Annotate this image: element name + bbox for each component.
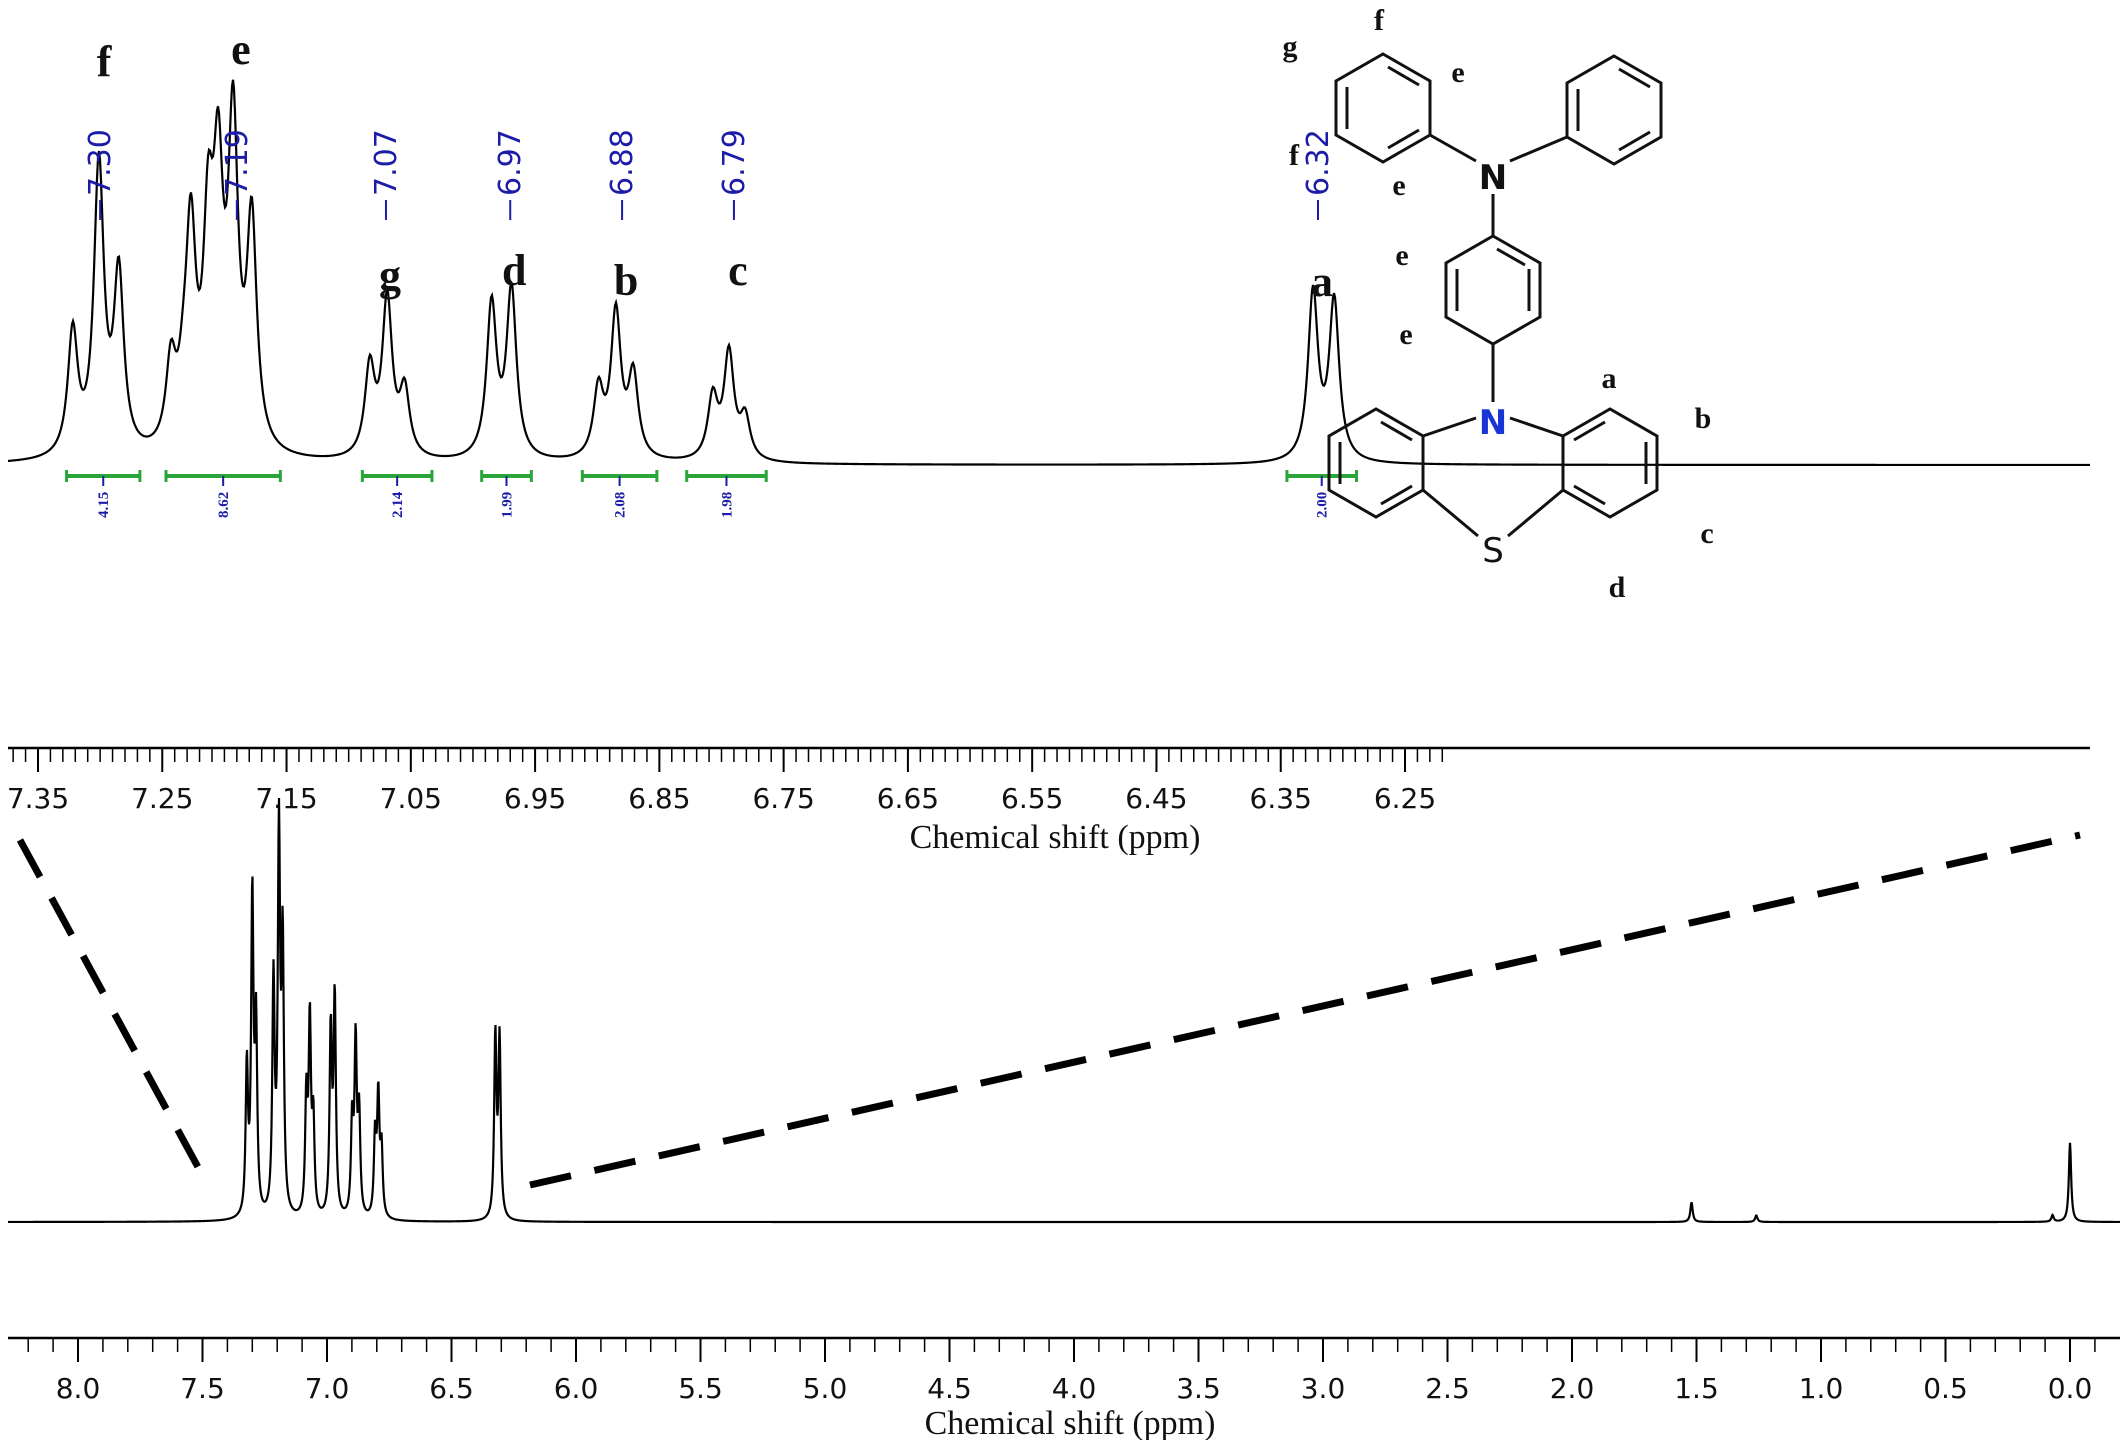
structure-label-e-ring2: e: [1399, 318, 1412, 351]
structure-label-b: b: [1695, 402, 1712, 435]
integrals: 4.15 8.62 2.14 1.99 2.08 1.98 2.00: [65, 470, 1359, 518]
tick-label: 5.5: [678, 1372, 723, 1405]
structure-label-d: d: [1609, 571, 1626, 604]
full-axis-title: Chemical shift (ppm): [925, 1405, 1216, 1440]
peak-label: 6.32: [1301, 129, 1336, 196]
peak-label: 7.30: [83, 129, 118, 196]
integral-value: 1.98: [719, 492, 735, 518]
peak-assignment-label: f: [97, 37, 113, 86]
peak-assignment-label: c: [728, 246, 748, 295]
expanded-x-axis: 7.35 7.25 7.15 7.05 6.95 6.85 6.75 6.65 6.55 6.45…: [7, 746, 2090, 856]
tick-label: 6.0: [554, 1372, 599, 1405]
structure-label-f-left: f: [1289, 139, 1300, 172]
tick-label: 2.5: [1425, 1372, 1470, 1405]
structure-label-c: c: [1700, 517, 1713, 550]
tick-label: 1.5: [1674, 1372, 1719, 1405]
expanded-axis-ticks: 7.35 7.25 7.15 7.05 6.95 6.85 6.75 6.65 6.55 6.45…: [7, 748, 1444, 815]
phenothiazine-nitrogen-atom: N: [1479, 403, 1507, 443]
structure-label-a: a: [1602, 362, 1617, 395]
peak-assignment-label: a: [1311, 257, 1333, 306]
expanded-spectrum-panel: 7.30 7.19 7.07 6.97 6.88 6.79 6.32 f e g d b c a 4.1…: [7, 25, 2090, 856]
expanded-spectrum-trace: [7, 79, 2090, 467]
tick-label: 3.0: [1301, 1372, 1346, 1405]
zoom-connector-lines: [16, 831, 2081, 1189]
peak-label: 7.07: [369, 129, 404, 196]
integral-value: 2.08: [613, 492, 629, 518]
amine-nitrogen-atom: N: [1479, 158, 1507, 198]
structure-atoms: N N S: [1479, 158, 1507, 571]
tick-label: 7.0: [305, 1372, 350, 1405]
tick-label: 6.35: [1250, 782, 1312, 815]
tick-label: 2.0: [1550, 1372, 1595, 1405]
peak-assignment-label: d: [502, 246, 526, 295]
peak-assignments: f e g d b c a: [97, 25, 1333, 306]
tick-label: 6.45: [1125, 782, 1187, 815]
peak-assignment-label: g: [379, 251, 401, 300]
tick-label: 5.0: [803, 1372, 848, 1405]
tick-label: 6.25: [1374, 782, 1436, 815]
structure-label-f-top: f: [1374, 4, 1385, 37]
tick-label: 8.0: [56, 1372, 101, 1405]
tick-label: 7.05: [380, 782, 442, 815]
integral-value: 1.99: [500, 492, 516, 518]
peak-label: 6.79: [717, 129, 752, 196]
tick-label: 6.55: [1001, 782, 1063, 815]
peak-assignment-label: e: [231, 25, 251, 74]
expanded-axis-title: Chemical shift (ppm): [910, 819, 1201, 856]
zoom-connector-right: [529, 831, 2081, 1189]
integral-value: 4.15: [96, 492, 112, 518]
peak-labels: 7.30 7.19 7.07 6.97 6.88 6.79 6.32: [83, 129, 1336, 220]
structure-label-g: g: [1283, 30, 1298, 63]
peak-label: 6.88: [605, 129, 640, 196]
structure-label-e-ring1: e: [1395, 239, 1408, 272]
tick-label: 7.25: [131, 782, 193, 815]
tick-label: 6.85: [628, 782, 690, 815]
structure-label-e-top: e: [1451, 56, 1464, 89]
full-axis-ticks: 8.0 7.5 7.0 6.5 6.0 5.5 5.0 4.5 4.0 3.5 3.0 2.5 2.0 1…: [27, 1338, 2096, 1405]
structure-label-e-bottom: e: [1392, 169, 1405, 202]
molecule-structure: [1327, 52, 1663, 538]
peak-label: 7.19: [220, 129, 255, 196]
full-x-axis: 8.0 7.5 7.0 6.5 6.0 5.5 5.0 4.5 4.0 3.5 3.0 2.5 2.0 1…: [8, 1336, 2120, 1440]
tick-label: 7.35: [7, 782, 69, 815]
zoom-connector-left: [16, 838, 209, 1182]
tick-label: 7.5: [180, 1372, 225, 1405]
tick-label: 4.0: [1052, 1372, 1097, 1405]
tick-label: 0.5: [1923, 1372, 1968, 1405]
tick-label: 7.15: [255, 782, 317, 815]
structure-proton-labels: g f e f e e e a b c d: [1283, 4, 1714, 604]
integral-value: 8.62: [216, 492, 232, 518]
full-spectrum-trace: [8, 797, 2121, 1224]
tick-label: 3.5: [1176, 1372, 1221, 1405]
tick-label: 6.65: [877, 782, 939, 815]
peak-label: 6.97: [493, 129, 528, 196]
full-spectrum-panel: 8.0 7.5 7.0 6.5 6.0 5.5 5.0 4.5 4.0 3.5 3.0 2.5 2.0 1…: [8, 797, 2121, 1440]
tick-label: 1.0: [1799, 1372, 1844, 1405]
peak-assignment-label: b: [614, 256, 638, 305]
integral-value: 2.14: [390, 491, 406, 518]
sulfur-atom: S: [1482, 531, 1504, 571]
integral-value: 2.00: [1315, 492, 1331, 518]
tick-label: 6.95: [504, 782, 566, 815]
tick-label: 4.5: [927, 1372, 972, 1405]
tick-label: 6.75: [752, 782, 814, 815]
tick-label: 6.5: [429, 1372, 474, 1405]
tick-label: 0.0: [2048, 1372, 2093, 1405]
